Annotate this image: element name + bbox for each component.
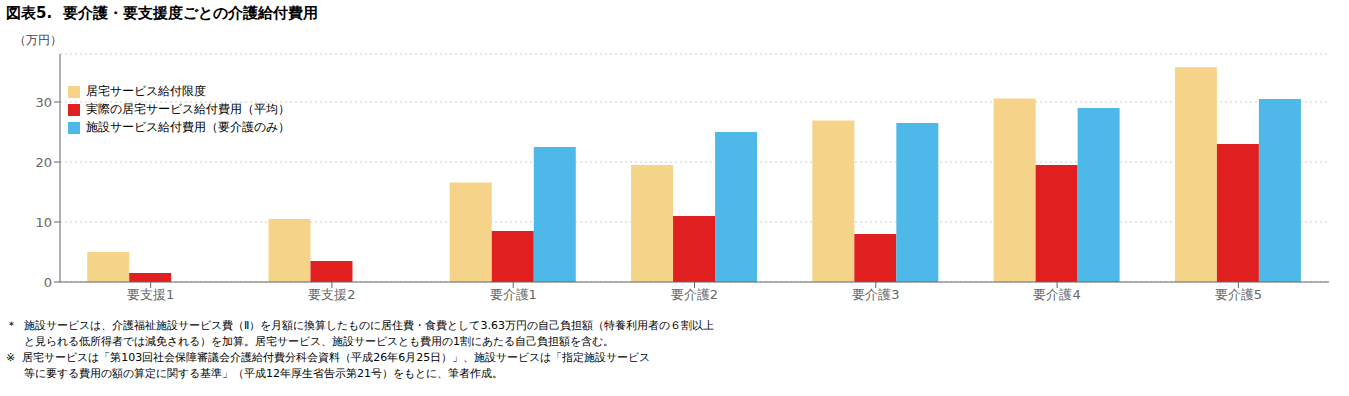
svg-text:要介護1: 要介護1 [490,287,537,302]
svg-text:10: 10 [35,215,52,230]
svg-text:30: 30 [35,95,52,110]
svg-text:要支援2: 要支援2 [308,287,355,302]
html-text:＊ 施設サービスは、介護福祉施設サービス費（Ⅱ）を月額に換算: ＊ 施設サービスは、介護福祉施設サービス費（Ⅱ）を月額に換算したものに居住費・食… [6,319,714,332]
svg-text:要介護5: 要介護5 [1215,287,1262,302]
svg-text:要介護4: 要介護4 [1033,287,1080,302]
svg-text:要介護2: 要介護2 [671,287,718,302]
html-text:（万円）: （万円） [14,33,62,47]
svg-text:20: 20 [35,155,52,170]
html-text:施設サービス給付費用（要介護のみ）: 施設サービス給付費用（要介護のみ） [86,120,290,134]
html-text:※ 居宅サービスは「第103回社会保障審議会介護給付費分科会: ※ 居宅サービスは「第103回社会保障審議会介護給付費分科会資料（平成26年6月… [6,351,651,364]
html-text:居宅サービス給付限度: 居宅サービス給付限度 [86,84,206,98]
svg-text:要支援1: 要支援1 [127,287,174,302]
svg-text:要介護3: 要介護3 [852,287,899,302]
html-text:と見られる低所得者では減免される）を加算。居宅サービス、施設: と見られる低所得者では減免される）を加算。居宅サービス、施設サービスとも費用の1… [6,335,614,348]
html-text:実際の居宅サービス給付費用（平均）: 実際の居宅サービス給付費用（平均） [86,102,290,116]
svg-text:0: 0 [44,275,52,290]
html-text:図表5. 要介護・要支援度ごとの介護給付費用: 図表5. 要介護・要支援度ごとの介護給付費用 [6,4,318,22]
html-text:等に要する費用の額の算定に関する基準」（平成12年厚生省告示: 等に要する費用の額の算定に関する基準」（平成12年厚生省告示第21号）をもとに、… [6,367,503,380]
